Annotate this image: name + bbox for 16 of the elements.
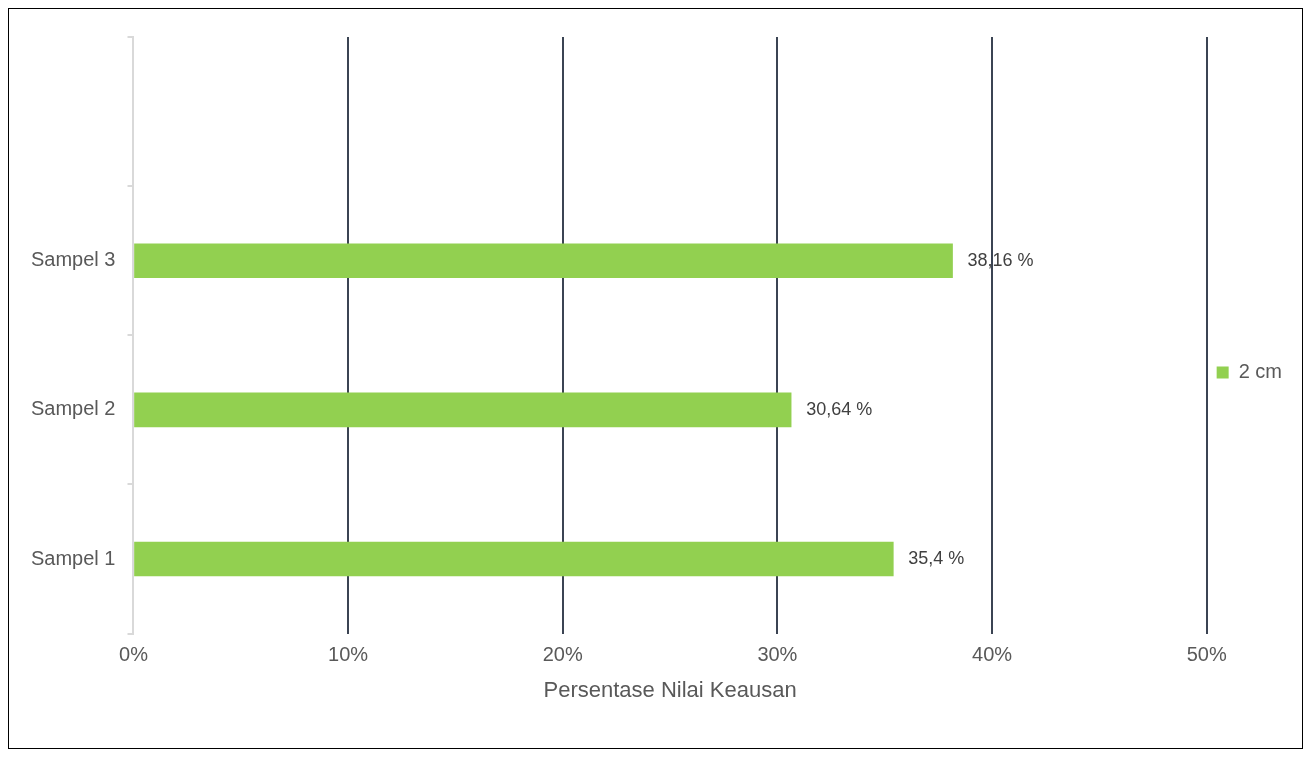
bar (134, 243, 953, 279)
x-tick-label: 20% (542, 643, 583, 666)
bar (134, 392, 792, 428)
x-tick-label: 0% (119, 643, 149, 666)
x-tick-label: 50% (1186, 643, 1227, 666)
y-tick-label: Sampel 2 (30, 397, 116, 420)
x-tick-label: 40% (972, 643, 1013, 666)
x-axis-title: Persentase Nilai Keausan (543, 676, 797, 702)
data-label: 30,64 % (806, 398, 873, 419)
x-tick-label: 10% (328, 643, 369, 666)
y-tick-label: Sampel 1 (30, 546, 116, 569)
y-tick-label: Sampel 3 (30, 248, 116, 271)
data-label: 35,4 % (908, 547, 965, 568)
legend-label: 2 cm (1238, 360, 1282, 383)
x-tick-label: 30% (757, 643, 798, 666)
bar (134, 541, 894, 577)
